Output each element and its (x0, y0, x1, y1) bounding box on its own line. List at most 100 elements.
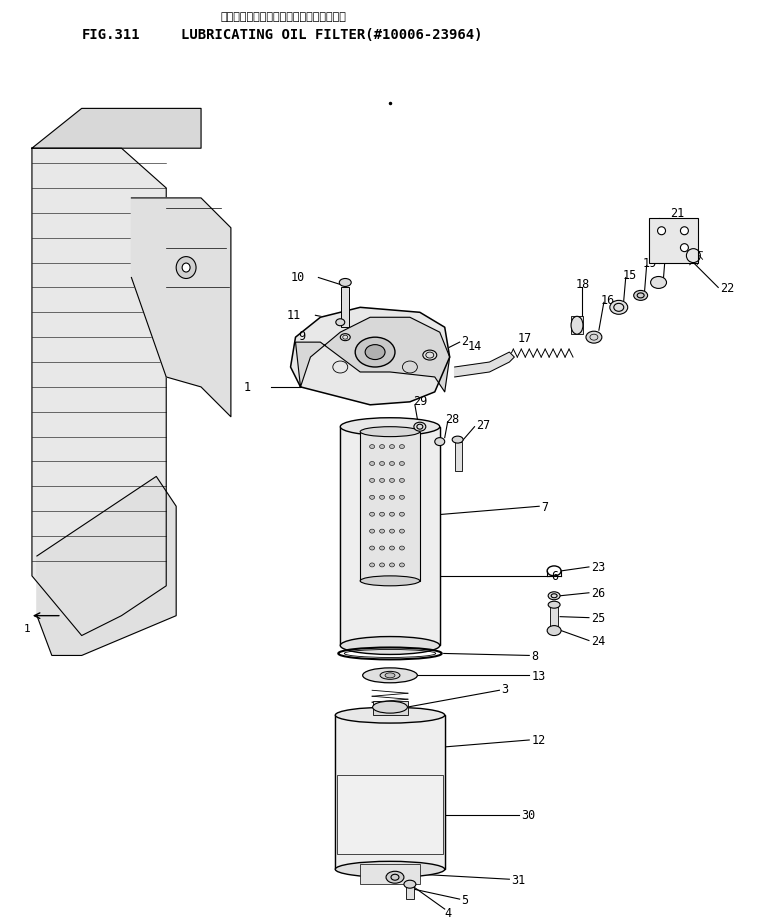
Text: 26: 26 (591, 586, 605, 599)
Bar (648, 219, 699, 263)
Text: 7: 7 (541, 500, 548, 513)
Text: 4: 4 (445, 905, 452, 919)
Text: 21: 21 (670, 207, 684, 221)
Ellipse shape (182, 264, 190, 273)
Text: 27: 27 (477, 419, 491, 432)
Ellipse shape (658, 228, 666, 235)
Ellipse shape (390, 563, 394, 567)
Ellipse shape (360, 576, 420, 586)
Text: 1: 1 (24, 623, 31, 633)
Ellipse shape (340, 335, 350, 341)
Ellipse shape (400, 513, 405, 516)
Text: 17: 17 (517, 332, 532, 345)
Ellipse shape (365, 346, 385, 360)
Ellipse shape (379, 479, 384, 482)
Ellipse shape (379, 495, 384, 500)
Ellipse shape (390, 479, 394, 482)
Ellipse shape (380, 672, 400, 679)
Ellipse shape (400, 445, 405, 449)
Ellipse shape (369, 547, 375, 550)
Text: 12: 12 (532, 733, 546, 746)
Ellipse shape (369, 479, 375, 482)
Bar (360, 432, 420, 581)
Text: 5: 5 (462, 892, 469, 905)
Text: 10: 10 (290, 271, 304, 284)
Bar (571, 317, 583, 335)
Ellipse shape (423, 351, 437, 360)
Ellipse shape (400, 479, 405, 482)
Ellipse shape (571, 317, 583, 335)
Ellipse shape (369, 529, 375, 534)
Text: ルーブリケーティング　オイル　フィルタ: ルーブリケーティング オイル フィルタ (221, 12, 347, 22)
Ellipse shape (435, 438, 445, 446)
Polygon shape (455, 353, 514, 378)
Ellipse shape (547, 626, 561, 636)
Ellipse shape (651, 278, 666, 289)
Text: 11: 11 (286, 309, 300, 322)
Ellipse shape (390, 529, 394, 534)
Text: 22: 22 (720, 281, 735, 295)
Ellipse shape (390, 495, 394, 500)
Ellipse shape (385, 673, 395, 678)
Ellipse shape (372, 701, 408, 713)
Text: 1: 1 (244, 381, 251, 394)
Text: 29: 29 (413, 395, 427, 408)
Polygon shape (32, 149, 166, 636)
Bar (373, 701, 408, 715)
Ellipse shape (633, 291, 648, 301)
Ellipse shape (355, 338, 395, 368)
Text: 20: 20 (662, 244, 676, 257)
Ellipse shape (386, 871, 404, 883)
Text: 13: 13 (532, 669, 546, 682)
Text: 16: 16 (601, 293, 615, 307)
Ellipse shape (336, 320, 345, 326)
Text: 2: 2 (462, 335, 469, 347)
Polygon shape (296, 318, 450, 392)
Ellipse shape (548, 602, 560, 608)
Ellipse shape (390, 445, 394, 449)
Ellipse shape (414, 423, 426, 432)
Ellipse shape (390, 513, 394, 516)
Ellipse shape (379, 529, 384, 534)
Text: 6: 6 (551, 570, 558, 583)
Ellipse shape (379, 513, 384, 516)
Ellipse shape (452, 437, 463, 444)
Bar (406, 879, 414, 899)
Ellipse shape (610, 301, 628, 315)
Text: FIG.311: FIG.311 (82, 28, 140, 41)
Bar (455, 442, 462, 472)
Ellipse shape (369, 563, 375, 567)
Ellipse shape (390, 462, 394, 466)
Polygon shape (37, 477, 176, 656)
Text: 15: 15 (622, 268, 637, 282)
Text: 8: 8 (532, 649, 539, 663)
Bar (336, 715, 445, 869)
Bar (337, 775, 443, 855)
Text: 24: 24 (591, 634, 605, 647)
Text: 30: 30 (521, 808, 535, 822)
Ellipse shape (176, 257, 196, 279)
Bar (340, 427, 440, 646)
Text: 19: 19 (643, 256, 657, 270)
Ellipse shape (363, 668, 417, 683)
Bar (341, 289, 349, 328)
Ellipse shape (400, 547, 405, 550)
Ellipse shape (340, 418, 440, 437)
Ellipse shape (360, 427, 420, 437)
Ellipse shape (369, 495, 375, 500)
Text: LUBRICATING OIL FILTER(#10006-23964): LUBRICATING OIL FILTER(#10006-23964) (181, 28, 483, 41)
Text: 14: 14 (467, 339, 482, 352)
Ellipse shape (586, 332, 602, 344)
Ellipse shape (379, 445, 384, 449)
Ellipse shape (400, 495, 405, 500)
Ellipse shape (400, 529, 405, 534)
Polygon shape (32, 109, 201, 149)
Ellipse shape (681, 244, 688, 253)
Polygon shape (291, 308, 450, 405)
Bar (550, 606, 558, 628)
Ellipse shape (681, 228, 688, 235)
Ellipse shape (390, 547, 394, 550)
Text: 25: 25 (591, 611, 605, 625)
Text: 3: 3 (502, 682, 509, 695)
Ellipse shape (400, 563, 405, 567)
